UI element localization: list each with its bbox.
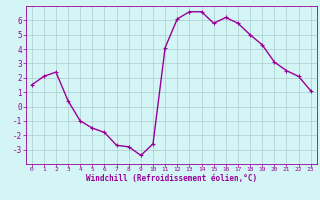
X-axis label: Windchill (Refroidissement éolien,°C): Windchill (Refroidissement éolien,°C) <box>86 174 257 183</box>
